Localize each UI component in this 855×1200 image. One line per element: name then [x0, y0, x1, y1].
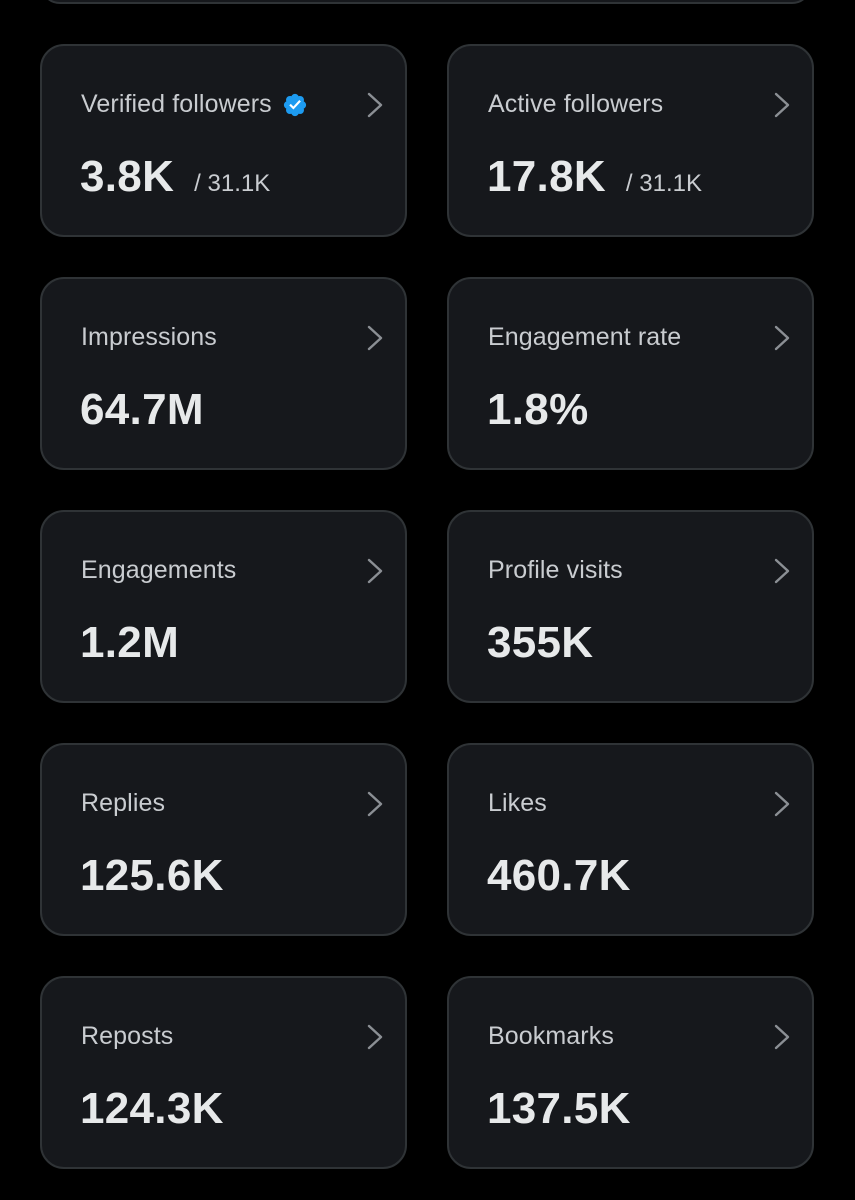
chevron-right-icon — [774, 325, 790, 351]
chevron-right-icon — [367, 1024, 383, 1050]
verified-badge-icon — [283, 93, 306, 116]
stat-card-engagement-rate[interactable]: Engagement rate 1.8% — [447, 277, 814, 470]
card-label: Bookmarks — [488, 1022, 614, 1050]
chevron-right-icon — [367, 558, 383, 584]
card-label: Active followers — [488, 90, 664, 118]
chevron-right-icon — [774, 791, 790, 817]
chevron-right-icon — [774, 92, 790, 118]
card-value: 460.7K — [487, 851, 631, 900]
chevron-right-icon — [774, 558, 790, 584]
chevron-right-icon — [774, 1024, 790, 1050]
chevron-right-icon — [367, 92, 383, 118]
card-value: 137.5K — [487, 1084, 631, 1133]
stat-card-active-followers[interactable]: Active followers 17.8K / 31.1K — [447, 44, 814, 237]
card-label: Engagements — [81, 556, 237, 584]
card-label: Engagement rate — [488, 323, 682, 351]
card-value: 125.6K — [80, 851, 224, 900]
stat-card-likes[interactable]: Likes 460.7K — [447, 743, 814, 936]
chevron-right-icon — [367, 791, 383, 817]
stat-card-profile-visits[interactable]: Profile visits 355K — [447, 510, 814, 703]
stat-card-replies[interactable]: Replies 125.6K — [40, 743, 407, 936]
card-value: 64.7M — [80, 385, 204, 434]
card-value: 1.8% — [487, 385, 589, 434]
card-label: Profile visits — [488, 556, 623, 584]
stat-card-impressions[interactable]: Impressions 64.7M — [40, 277, 407, 470]
card-value: 124.3K — [80, 1084, 224, 1133]
card-value: 1.2M — [80, 618, 180, 667]
chevron-right-icon — [367, 325, 383, 351]
card-value: 355K — [487, 618, 594, 667]
card-value: 3.8K — [80, 152, 175, 201]
card-total: / 31.1K — [625, 170, 702, 197]
stat-card-reposts[interactable]: Reposts 124.3K — [40, 976, 407, 1169]
card-label: Likes — [488, 789, 547, 817]
card-label: Verified followers — [81, 90, 272, 118]
card-label: Impressions — [81, 323, 217, 351]
card-value: 17.8K — [487, 152, 606, 201]
previous-card-edge — [40, 0, 812, 4]
card-label: Replies — [81, 789, 166, 817]
stat-card-bookmarks[interactable]: Bookmarks 137.5K — [447, 976, 814, 1169]
card-total: / 31.1K — [194, 170, 271, 197]
card-label: Reposts — [81, 1022, 174, 1050]
analytics-stats-grid: Verified followers 3.8K / 31.1K Active f… — [40, 44, 814, 1169]
stat-card-engagements[interactable]: Engagements 1.2M — [40, 510, 407, 703]
stat-card-verified-followers[interactable]: Verified followers 3.8K / 31.1K — [40, 44, 407, 237]
